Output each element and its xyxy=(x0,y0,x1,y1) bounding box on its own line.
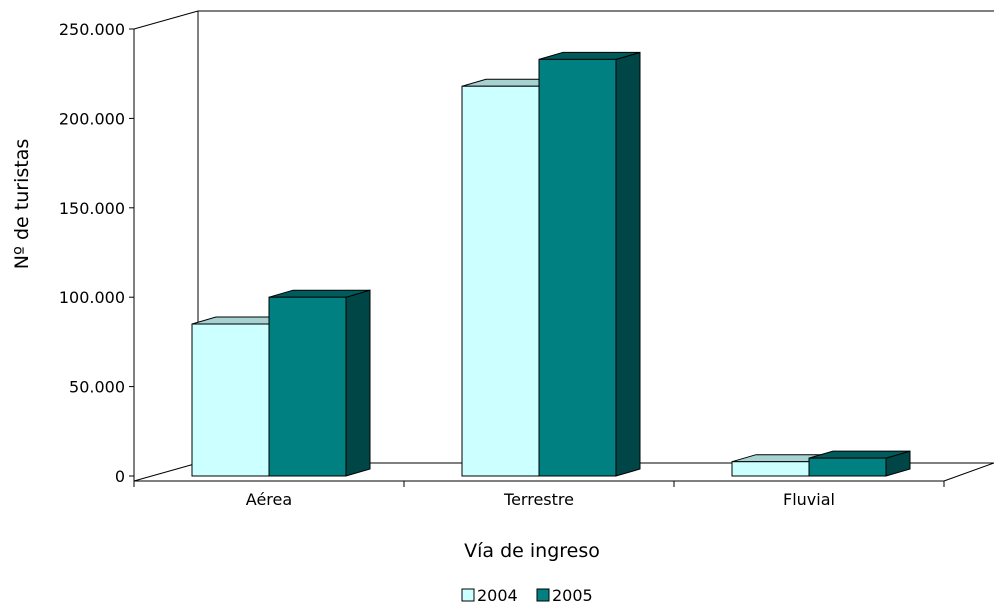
bar-side xyxy=(345,289,371,477)
bar-group xyxy=(191,51,911,477)
bar-front xyxy=(538,58,617,477)
legend-label: 2005 xyxy=(552,586,593,605)
bar-2005-Aérea xyxy=(268,289,371,477)
y-tick-label: 0 xyxy=(115,467,125,486)
legend: 2004 2005 xyxy=(461,586,593,605)
bar-front xyxy=(461,85,540,477)
legend-item-2005: 2005 xyxy=(536,586,593,605)
y-tick-label: 150.000 xyxy=(59,199,125,218)
y-axis-title: Nº de turistas xyxy=(11,139,33,269)
bar-front xyxy=(808,457,887,477)
legend-swatch xyxy=(536,588,550,602)
legend-label: 2004 xyxy=(477,586,518,605)
x-tick-label: Terrestre xyxy=(503,490,574,509)
legend-swatch xyxy=(461,588,475,602)
bar-2005-Fluvial xyxy=(808,450,911,477)
side-wall-top-edge xyxy=(133,10,199,30)
y-tick-group: 0 50.000 100.000 150.000 200.000 250.000 xyxy=(59,20,134,486)
floor-right-edge xyxy=(943,462,994,482)
y-tick-label: 200.000 xyxy=(59,109,125,128)
x-tick-label: Fluvial xyxy=(783,490,835,509)
bar-side xyxy=(615,51,641,477)
y-tick-label: 250.000 xyxy=(59,20,125,39)
bar-2005-Terrestre xyxy=(538,51,641,477)
x-tick-label: Aérea xyxy=(246,490,292,509)
y-tick-label: 50.000 xyxy=(69,378,125,397)
y-axis: 0 50.000 100.000 150.000 200.000 250.000 xyxy=(59,20,135,486)
x-tick-group: Aérea Terrestre Fluvial xyxy=(133,481,945,509)
y-tick-label: 100.000 xyxy=(59,288,125,307)
floor-left-edge xyxy=(133,462,199,482)
bar-front xyxy=(268,296,347,477)
bar-front xyxy=(191,323,270,477)
legend-item-2004: 2004 xyxy=(461,586,518,605)
x-axis-title: Vía de ingreso xyxy=(464,540,600,562)
bar-front xyxy=(731,461,810,477)
